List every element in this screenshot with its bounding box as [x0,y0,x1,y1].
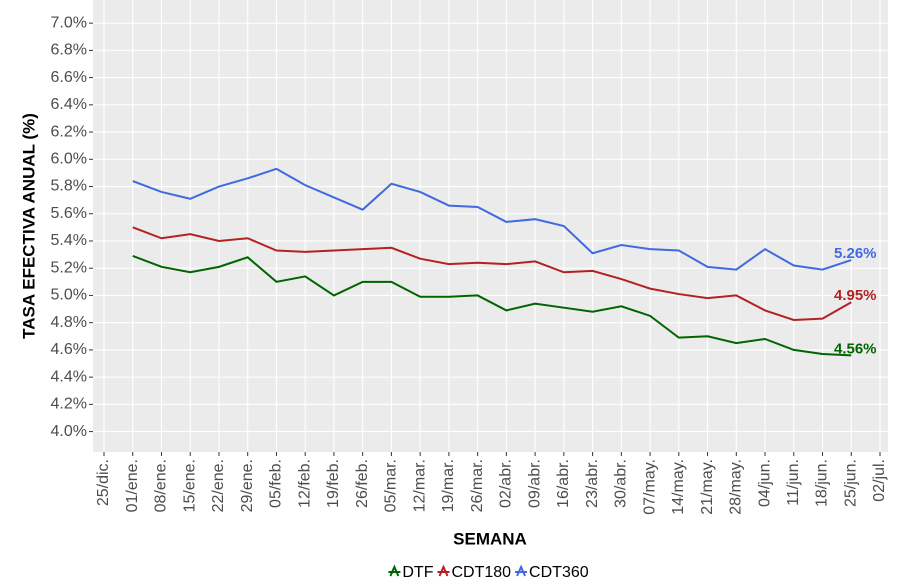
legend-key [437,564,450,577]
y-tick-label: 4.2% [51,396,87,413]
legend: DTF CDT180 CDT360 [388,564,589,581]
x-tick-label: 29/ene. [239,459,256,512]
line [132,167,852,271]
legend-label: CDT360 [529,564,589,581]
x-tick-label: 01/ene. [124,459,141,512]
panel [93,0,888,452]
x-tick-label: 19/mar. [440,459,457,512]
y-axis-title: TASA EFECTIVA ANUAL (%) [19,113,38,339]
legend-mark [438,564,449,577]
x-tick-label: 26/feb. [354,459,371,508]
x-tick-label: 12/mar. [411,459,428,512]
y-tick-label: 4.6% [51,341,87,358]
x-tick-label: 12/feb. [296,459,313,508]
line [132,226,852,321]
y-tick-label: 6.0% [51,151,87,168]
y-tick-label: 5.4% [51,232,87,249]
legend-key [388,564,401,577]
legend-mark [389,564,400,577]
y-tick-label: 6.6% [51,69,87,86]
legend-mark [516,564,526,577]
x-tick-label: 25/dic. [95,459,112,506]
legend-key [515,564,528,577]
y-tick-label: 6.8% [51,42,87,59]
y-tick-label: 5.0% [51,287,87,304]
x-tick-label: 16/abr. [555,459,572,508]
value-label: 5.26% [834,245,877,262]
value-label: 4.95% [834,287,877,304]
y-tick-label: 5.6% [51,205,87,222]
legend-label: CDT180 [451,564,511,581]
x-tick-label: 02/jul. [871,459,888,502]
x-tick-label: 04/jun. [756,459,773,507]
x-tick-label: 21/may. [699,459,716,515]
x-tick-label: 25/jun. [842,459,859,507]
x-tick-label: 22/ene. [210,459,227,512]
x-tick-label: 28/may. [728,459,745,515]
x-tick-label: 08/ene. [153,459,170,512]
x-tick-label: 15/ene. [181,459,198,512]
x-tick-label: 05/mar. [383,459,400,512]
x-tick-label: 11/jun. [785,459,802,506]
y-tick-label: 5.8% [51,178,87,195]
x-tick-label: 26/mar. [469,459,486,512]
x-axis-title: SEMANA [453,529,527,548]
y-tick-label: 6.4% [51,96,87,113]
y-tick-label: 7.0% [51,14,87,31]
value-label: 4.56% [834,340,877,357]
line [132,255,852,357]
x-tick-label: 18/jun. [814,459,831,507]
x-tick-label: 07/may. [641,459,658,515]
y-tick-label: 4.8% [51,314,87,331]
y-tick-label: 4.0% [51,423,87,440]
x-tick-label: 09/abr. [526,459,543,508]
x-tick-label: 14/may. [670,459,687,515]
y-tick-label: 6.2% [51,123,87,140]
x-tick-label: 02/abr. [498,459,515,508]
x-tick-label: 19/feb. [325,459,342,508]
legend-label: DTF [402,564,433,581]
y-tick-label: 4.4% [51,368,87,385]
x-tick-label: 05/feb. [268,459,285,508]
x-tick-label: 23/abr. [584,459,601,508]
x-tick-label: 30/abr. [613,459,630,508]
y-tick-label: 5.2% [51,259,87,276]
